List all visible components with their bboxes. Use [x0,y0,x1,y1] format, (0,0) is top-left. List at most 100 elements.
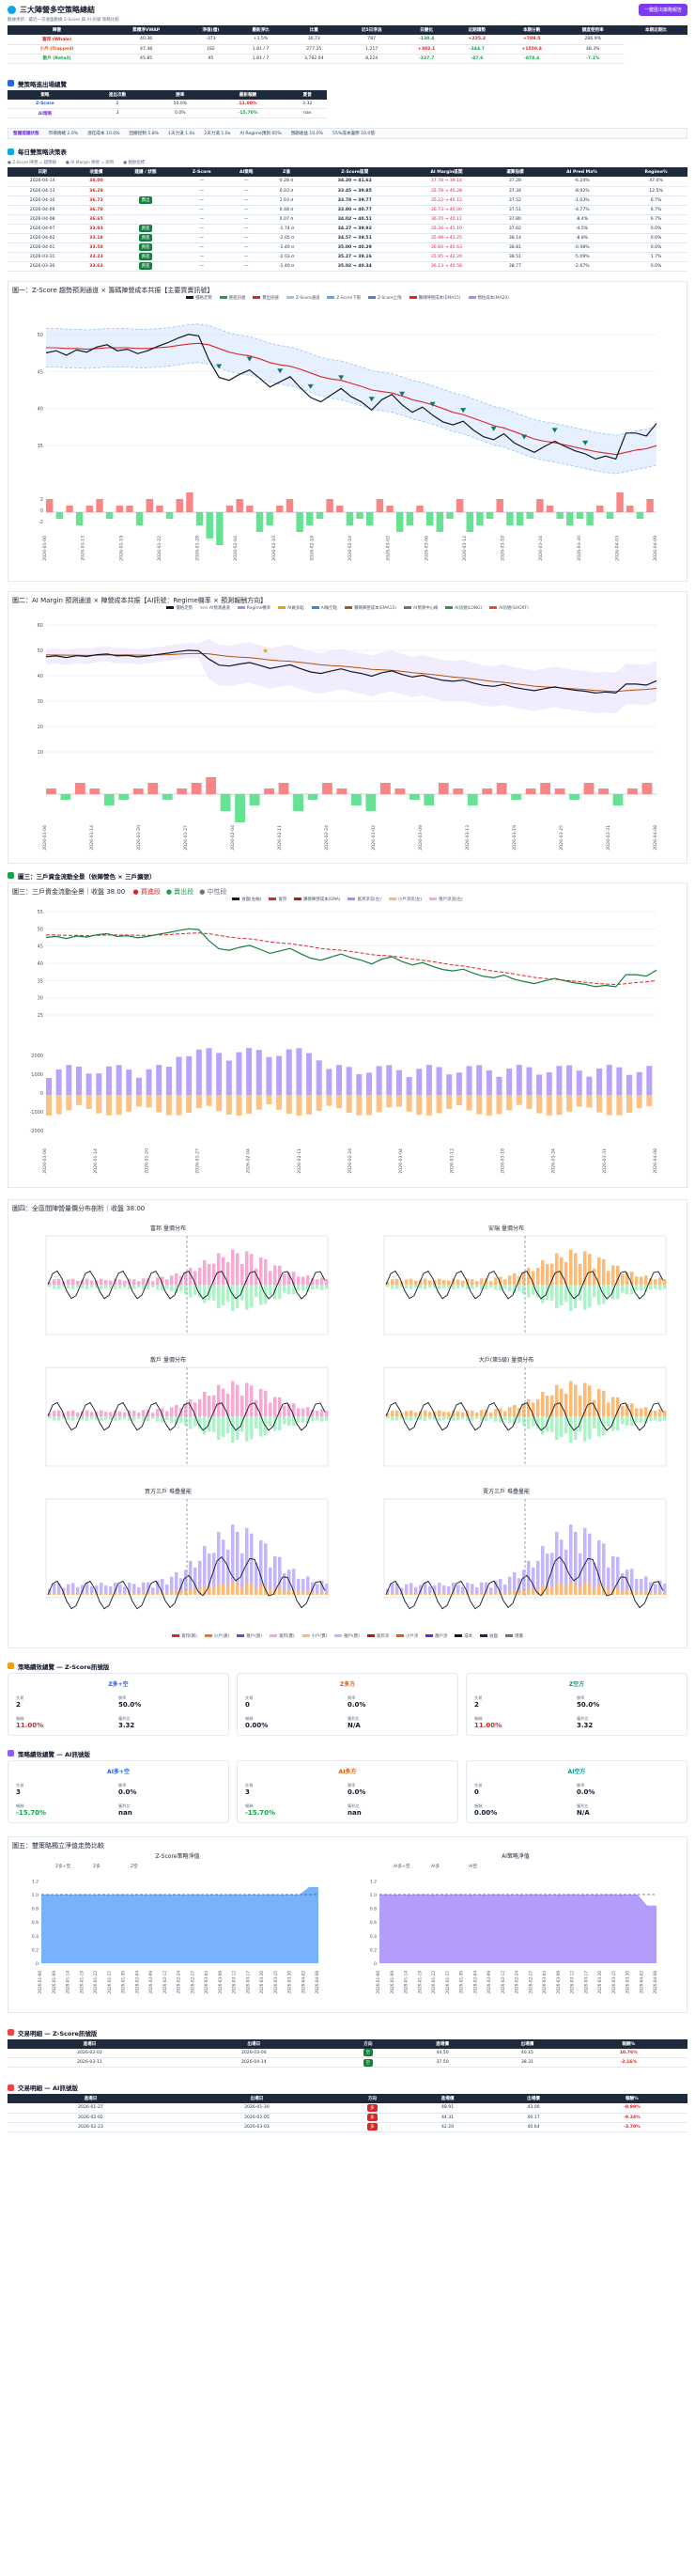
chart2-y-tick: 40 [38,674,43,679]
sell-volume-bar [517,1284,521,1291]
sell-volume-bar [118,1415,122,1420]
state-cell [115,186,177,196]
airange-cell: 35.78 → 40.28 [401,186,491,196]
chart3-xlabel: 2026-02-04 [246,1147,252,1173]
sell-volume-bar [217,1284,221,1308]
sell-volume-bar [428,1284,432,1288]
direction-badge: 空 [363,2058,374,2067]
legend-item: AI訊號(SHORT) [489,605,529,611]
buy-volume-bar [386,1413,390,1416]
column-header: 最新報酬 [208,89,288,100]
card-stat: 交易 2 [474,1695,577,1709]
legend-item: ● 觀察指標 [123,161,146,165]
net-y-tick: 1.2 [370,1879,377,1884]
buy-volume-bar [203,1259,207,1285]
info-item: 潛在成本 10.0% [87,132,120,136]
sell-volume-bar [555,1415,559,1440]
net-flow-line [47,1401,326,1431]
stacked-volume-bar [198,1587,202,1595]
sell-volume-bar [616,1415,620,1430]
buy-volume-bar [137,1280,141,1285]
sell-volume-bar [635,1415,639,1422]
stat-label: 報酬 [245,1803,254,1808]
sell-volume-bar [391,1415,394,1420]
stacked-volume-bar [57,1592,61,1595]
sell-volume-bar [292,1415,296,1426]
column-header: 進場日 [8,2094,174,2103]
stacked-volume-bar [292,1568,296,1595]
buy-volume-bar [555,1252,559,1285]
trapped-flow-bar [566,1094,573,1112]
export-report-button[interactable]: 一鍵匯出策略報告 [638,3,687,16]
stacked-volume-bar [654,1592,657,1595]
buy-volume-bar [438,1278,441,1285]
chart2-xlabel: 2026-02-11 [277,824,283,850]
net-flow-line [385,1555,664,1609]
legend-swatch [388,897,396,900]
stacked-volume-bar [85,1592,89,1595]
card-title: AI多+空 [107,1768,130,1775]
buy-volume-bar [536,1267,540,1285]
sell-volume-bar [461,1415,465,1419]
stacked-volume-bar [494,1580,498,1595]
stacked-volume-bar [480,1582,484,1595]
stat-value: 50.0% [118,1700,142,1709]
chart2-xlabel: 2026-02-04 [230,824,236,850]
sell-volume-bar [287,1284,291,1294]
buy-volume-bar [494,1276,498,1285]
table-cell: 8,224 [342,54,402,64]
stacked-volume-bar [283,1590,286,1595]
ai-flow-bar [511,793,522,800]
stacked-volume-bar [90,1585,94,1595]
sell-volume-bar [579,1415,582,1432]
stacked-volume-bar [137,1593,141,1595]
buy-volume-bar [532,1402,535,1416]
chart5: 圖五：雙策略獨立淨值走勢比較 Z-Score策略淨值 Z多+空 Z多 Z空 0 0.2 0.… [8,1835,687,2013]
buy-volume-bar [419,1279,423,1285]
stat-label: 獲利比 [577,1715,589,1721]
legend-swatch [489,605,498,609]
sell-volume-bar [424,1415,427,1421]
perf-card: AI多方 交易 3 勝率 0.0% 報酬 -15.70% 獲利比 nan [237,1759,458,1823]
buy-volume-bar [217,1252,221,1285]
table-cell: -878.4 [502,54,562,64]
page-title: 三大陣營多空策略總結 [20,5,95,14]
retail-flow-bar [586,1076,593,1095]
sell-volume-bar [109,1415,113,1419]
date-cell: 2026-04-08 [8,214,78,225]
card-title: AI空方 [567,1768,586,1775]
state-badge: 買進 [138,262,153,270]
trapped-flow-bar [586,1094,593,1108]
sell-volume-bar [62,1284,66,1288]
chart2-xlabel: 2026-04-08 [653,824,658,850]
sell-volume-bar [297,1415,301,1422]
chart3-y2-tick: 1000 [31,1072,43,1078]
ai-perf-label: 策略績效總覽 — AI訊號版 [18,1750,90,1758]
retail-flow-bar [116,1064,122,1095]
flow-bar [616,492,624,512]
stacked-volume-bar [240,1586,244,1595]
retail-flow-bar [395,1069,402,1095]
buy-volume-bar [466,1278,470,1285]
stacked-volume-bar [536,1560,540,1595]
chart1-xlabel: 2026-03-30 [577,535,582,560]
chart2-y-tick: 50 [38,648,43,654]
net-xlabel: 2026-02-12 [501,1970,505,1993]
buy-volume-bar [132,1278,136,1285]
trapped-flow-bar [135,1094,142,1107]
trades-z-table: 進場日 出場日 方向 進場價 出場價 報酬% 2026-02-02 2026-03-06 空 4… [8,2038,687,2068]
retail-flow-bar [386,1064,393,1095]
list-icon [8,2029,14,2036]
table-cell: -1.40 σ [265,261,308,272]
table-cell: 2026-01-30 [173,2103,340,2114]
sell-volume-bar [409,1284,413,1289]
sell-volume-bar [236,1284,239,1308]
group-name: 小戶 (Trapped) [8,44,107,55]
table-cell: — [176,233,228,243]
sell-volume-bar [649,1284,653,1289]
stacked-volume-bar [658,1591,662,1595]
flow-bar [236,498,243,512]
sell-volume-bar [428,1415,432,1419]
price-cell: 36.65 [77,214,116,225]
column-header: 比重 [286,25,343,35]
